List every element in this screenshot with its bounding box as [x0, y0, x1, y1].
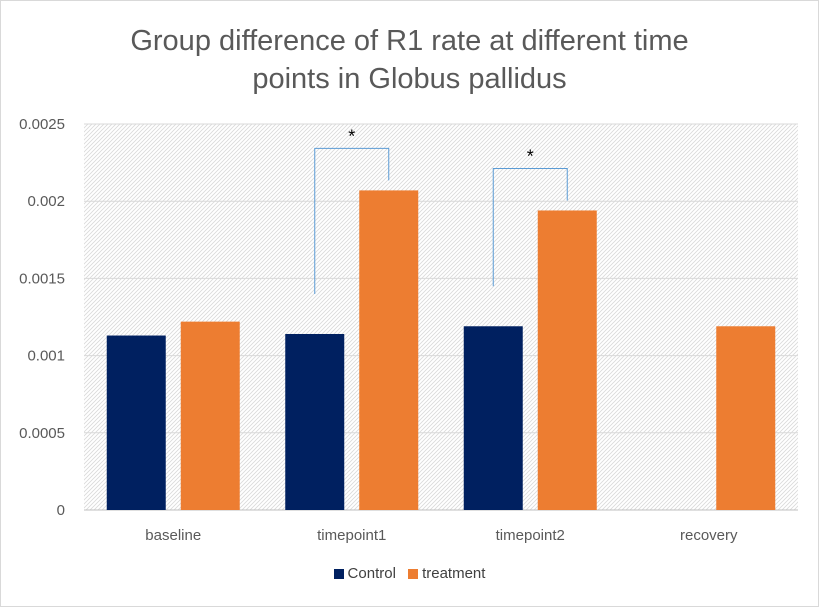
legend-label-control: Control [347, 565, 396, 582]
y-tick-label: 0.001 [27, 348, 65, 365]
bar-treatment-baseline [180, 321, 240, 510]
x-tick-label: baseline [145, 527, 201, 544]
chart-title-line-1: Group difference of R1 rate at different… [130, 25, 689, 57]
legend: Control treatment [0, 565, 819, 583]
bar-control-baseline [106, 335, 166, 510]
legend-swatch-control [333, 568, 344, 579]
significance-bracket [492, 167, 568, 287]
y-tick-label: 0.002 [27, 193, 65, 210]
significance-asterisk: * [527, 146, 534, 166]
bars [106, 190, 776, 511]
bar-treatment-recovery [716, 326, 776, 510]
significance-bracket [314, 147, 390, 294]
bar-control-timepoint1 [285, 333, 345, 510]
y-tick-label: 0.0015 [19, 270, 65, 287]
legend-item-control: Control [333, 565, 396, 582]
significance-brackets: ** [314, 126, 568, 294]
bar-control-timepoint2 [463, 326, 523, 510]
y-tick-label: 0 [57, 502, 65, 519]
significance-asterisk: * [348, 126, 355, 146]
bar-treatment-timepoint2 [537, 210, 597, 511]
y-tick-label: 0.0005 [19, 425, 65, 442]
y-axis-ticks: 0 0.0005 0.001 0.0015 0.002 0.0025 [19, 116, 65, 519]
y-tick-label: 0.0025 [19, 116, 65, 133]
bar-treatment-timepoint1 [359, 190, 419, 510]
legend-item-treatment: treatment [408, 565, 485, 582]
legend-swatch-treatment [408, 568, 419, 579]
x-tick-label: timepoint1 [317, 527, 386, 544]
x-tick-label: timepoint2 [496, 527, 565, 544]
x-axis-labels: baseline timepoint1 timepoint2 recovery [145, 527, 738, 544]
legend-label-treatment: treatment [422, 565, 486, 582]
chart-title-line-2: points in Globus pallidus [252, 63, 567, 95]
x-tick-label: recovery [680, 527, 738, 544]
